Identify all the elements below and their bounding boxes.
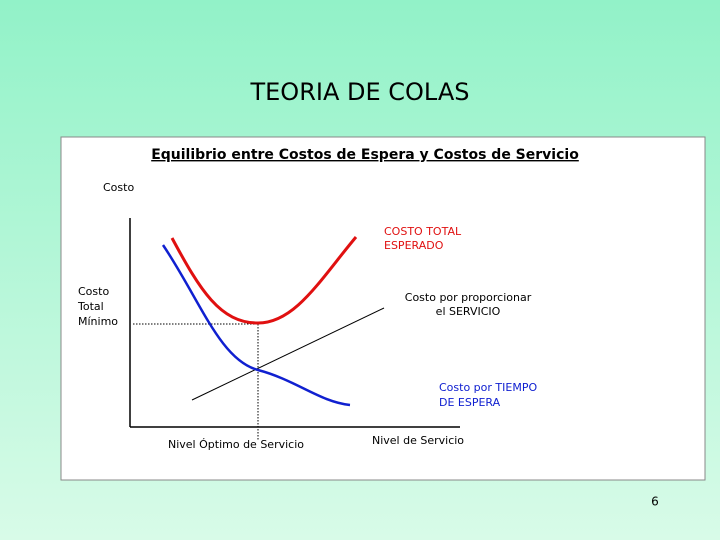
min-cost-label: Mínimo <box>78 315 118 328</box>
slide-title: TEORIA DE COLAS <box>249 78 469 106</box>
x-axis-label: Nivel de Servicio <box>372 434 464 447</box>
waiting-cost-label: Costo por TIEMPO <box>439 381 537 394</box>
service-cost-line <box>191 307 385 401</box>
optimum-label: Nivel Óptimo de Servicio <box>168 438 304 451</box>
total-cost-label: COSTO TOTAL <box>384 225 462 238</box>
min-cost-label: Costo <box>78 285 109 298</box>
waiting-cost-label: DE ESPERA <box>439 396 501 409</box>
page-number: 6 <box>651 495 659 509</box>
total-cost-label: ESPERADO <box>384 239 444 252</box>
diagram-subtitle: Equilibrio entre Costos de Espera y Cost… <box>151 147 579 163</box>
service-cost-label: Costo por proporcionar <box>405 291 532 304</box>
y-axis-label: Costo <box>103 181 134 194</box>
total-cost-curve <box>170 236 358 325</box>
service-cost-label: el SERVICIO <box>436 305 501 318</box>
waiting-cost-curve <box>161 244 351 407</box>
min-cost-label: Total <box>77 300 104 313</box>
